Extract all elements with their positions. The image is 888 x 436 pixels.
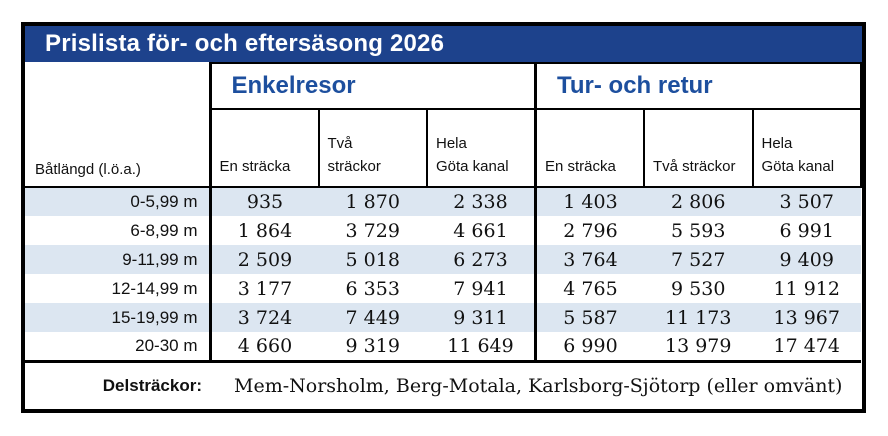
- row-label: 0-5,99 m: [25, 187, 212, 216]
- price-cell: 5 587: [534, 303, 644, 332]
- price-cell: 9 319: [345, 334, 400, 357]
- column-header-row: En sträcka Två sträckor Hela Göta kanal …: [25, 108, 862, 188]
- row-label: 20-30 m: [25, 332, 212, 361]
- column-header: En sträcka: [534, 108, 645, 188]
- column-header: Två sträckor: [317, 108, 428, 188]
- price-cell: 3 507: [779, 191, 834, 213]
- price-cell: 2 796: [534, 216, 644, 245]
- row-label: 6-8,99 m: [25, 216, 212, 245]
- group-header-tur-och-retur: Tur- och retur: [534, 62, 862, 110]
- price-cell: 4 661: [453, 219, 508, 242]
- price-cell: 4 765: [534, 274, 644, 303]
- table-row: 0-5,99 m 935 1 870 2 338 1 403 2 806 3 5…: [25, 187, 861, 216]
- price-cell: 6 273: [453, 248, 508, 271]
- price-cell: 6 990: [534, 332, 644, 361]
- column-header: Hela Göta kanal: [751, 108, 862, 188]
- column-header: Två sträckor: [643, 108, 754, 188]
- price-cell: 5 593: [671, 219, 726, 242]
- table-row: 15-19,99 m 3 724 7 449 9 311 5 587 11 17…: [25, 303, 861, 332]
- group-header-enkelresor: Enkelresor: [209, 62, 537, 110]
- footer-text: Mem-Norsholm, Berg-Motala, Karlsborg-Sjö…: [210, 359, 861, 409]
- table-row: 6-8,99 m 1 864 3 729 4 661 2 796 5 593 6…: [25, 216, 861, 245]
- price-cell: 11 912: [773, 277, 840, 300]
- table-row: 20-30 m 4 660 9 319 11 649 6 990 13 979 …: [25, 332, 861, 361]
- price-cell: 6 991: [779, 219, 834, 242]
- column-header: Hela Göta kanal: [426, 108, 537, 188]
- price-cell: 9 530: [671, 277, 726, 300]
- price-cell: 6 353: [345, 277, 400, 300]
- price-cell: 3 177: [237, 277, 293, 300]
- row-label: 15-19,99 m: [25, 303, 212, 332]
- footer-label: Delsträckor:: [25, 359, 210, 409]
- group-header-row: Båtlängd (l.ö.a.) Enkelresor Tur- och re…: [25, 62, 862, 188]
- title-bar: Prislista för- och eftersäsong 2026: [25, 26, 862, 62]
- column-header: En sträcka: [209, 108, 320, 188]
- price-cell: 1 870: [345, 191, 400, 213]
- row-label: 9-11,99 m: [25, 245, 212, 274]
- price-cell: 2 806: [671, 191, 726, 213]
- price-cell: 1 403: [534, 187, 644, 216]
- price-cell: 17 474: [773, 334, 840, 357]
- price-cell: 1 864: [237, 219, 293, 242]
- price-cell: 2 509: [237, 248, 293, 271]
- price-cell: 13 967: [773, 306, 840, 329]
- price-cell: 3 764: [534, 245, 644, 274]
- price-cell: 7 941: [453, 277, 508, 300]
- table-row: 9-11,99 m 2 509 5 018 6 273 3 764 7 527 …: [25, 245, 861, 274]
- price-cell: 3 724: [237, 306, 293, 329]
- price-cell: 5 018: [345, 248, 400, 271]
- price-cell: 3 729: [345, 219, 400, 242]
- row-label: 12-14,99 m: [25, 274, 212, 303]
- footer-row: Delsträckor: Mem-Norsholm, Berg-Motala, …: [25, 359, 861, 409]
- price-table: Båtlängd (l.ö.a.) Enkelresor Tur- och re…: [25, 62, 862, 409]
- page-title: Prislista för- och eftersäsong 2026: [45, 30, 445, 57]
- price-cell: 11 173: [665, 306, 732, 329]
- price-sheet: Prislista för- och eftersäsong 2026 Båtl…: [21, 22, 866, 413]
- price-cell: 9 311: [453, 306, 508, 329]
- price-cell: 2 338: [453, 191, 508, 213]
- price-cell: 7 449: [345, 306, 400, 329]
- price-cell: 9 409: [779, 248, 834, 271]
- row-header-boat-length: Båtlängd (l.ö.a.): [25, 63, 212, 188]
- price-cell: 11 649: [447, 334, 514, 357]
- price-cell: 935: [246, 191, 284, 213]
- price-cell: 13 979: [665, 334, 732, 357]
- table-row: 12-14,99 m 3 177 6 353 7 941 4 765 9 530…: [25, 274, 861, 303]
- price-cell: 4 660: [237, 334, 293, 357]
- price-cell: 7 527: [671, 248, 726, 271]
